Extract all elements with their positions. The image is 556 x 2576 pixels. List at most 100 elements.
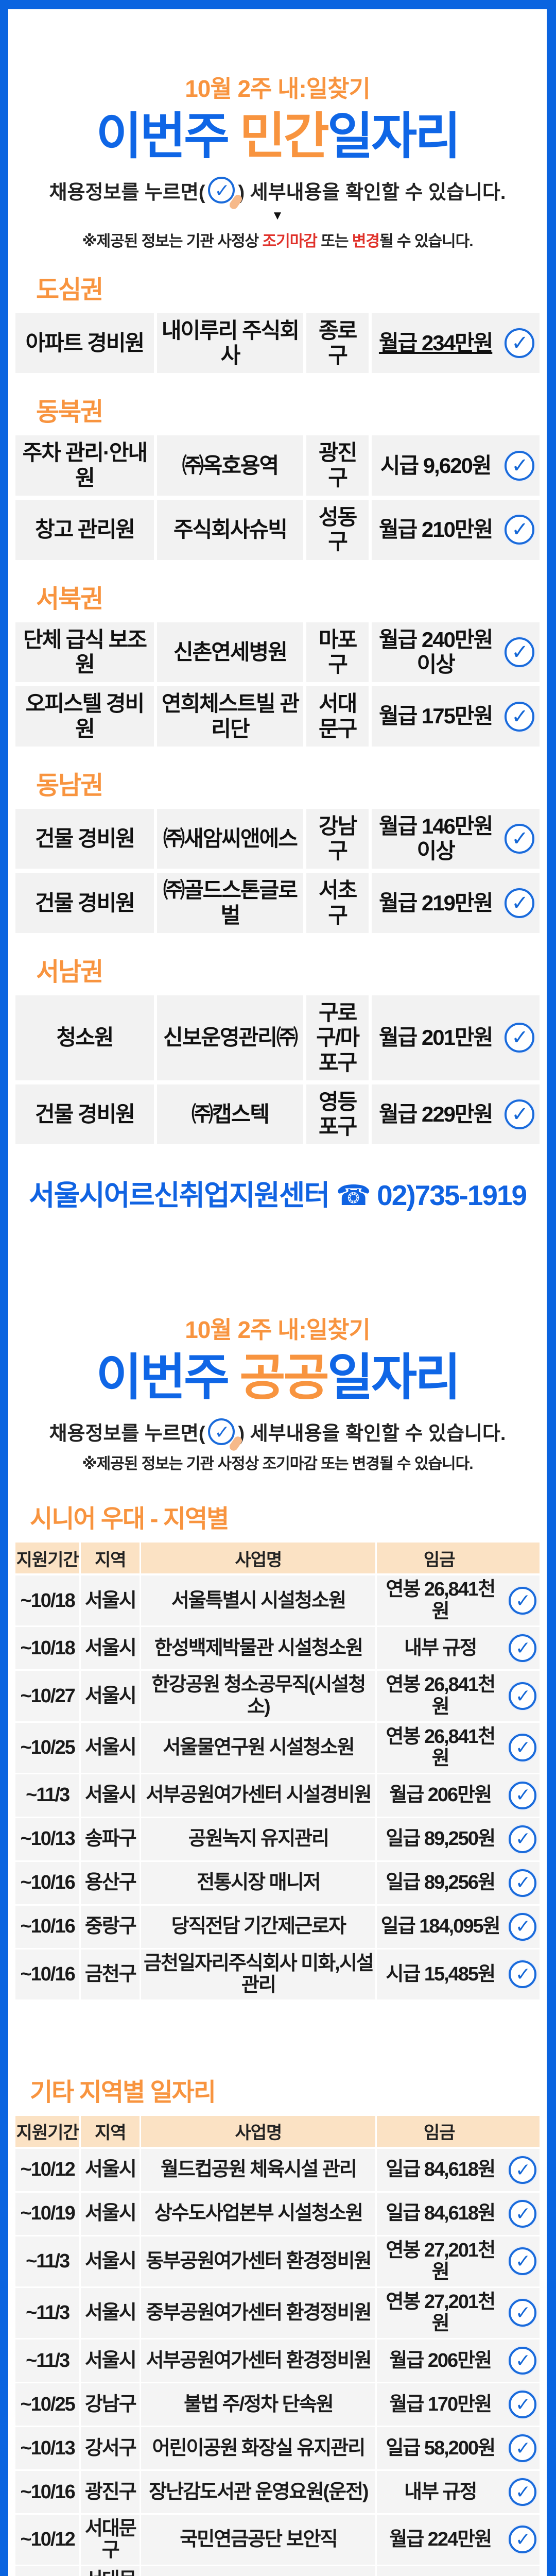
table-row: ~10/16 금천구 금천일자리주식회사 미화,시설관리 시급 15,485원 … [15, 1949, 540, 1999]
check-icon[interactable]: ✓ [504, 328, 534, 359]
company-cell: 내이루리 주식회사 [157, 313, 306, 374]
pay-cell[interactable]: 월급 210만원 ✓ [372, 500, 540, 560]
check-icon[interactable]: ✓ [508, 1869, 536, 1897]
program-cell: 한강공원 청소공무직(시설청소) [141, 1671, 377, 1721]
region-cell: 광진구 [81, 2470, 142, 2513]
pay-cell[interactable]: 월급 206만원 ✓ [377, 2340, 540, 2382]
pay-cell[interactable]: 일급 89,250원 ✓ [377, 1818, 540, 1860]
pay-text: 월급 240만원 이상 [378, 627, 493, 676]
period-cell: ~11/3 [15, 1774, 81, 1817]
period-cell: ~11/3 [15, 2339, 81, 2382]
check-icon[interactable]: ✓ [508, 1781, 536, 1809]
company-cell: ㈜캡스텍 [157, 1084, 306, 1145]
pay-cell[interactable]: 시급 11,157원 ✓ [377, 2566, 540, 2576]
program-cell: 서부공원여가센터 환경정비원 [141, 2339, 377, 2382]
pay-cell[interactable]: 일급 58,200원 ✓ [377, 2427, 540, 2469]
check-icon[interactable]: ✓ [508, 1825, 536, 1853]
pay-cell[interactable]: 내부 규정 ✓ [377, 1627, 540, 1669]
region-label: 서남권 [36, 958, 103, 986]
pay-cell[interactable]: 월급 224만원 ✓ [377, 2515, 540, 2565]
pay-cell[interactable]: 월급 175만원 ✓ [372, 686, 540, 747]
pay-cell[interactable]: 월급 229만원 ✓ [372, 1084, 540, 1145]
region-label: 서북권 [36, 585, 103, 613]
pay-cell[interactable]: 월급 219만원 ✓ [372, 873, 540, 933]
check-icon[interactable]: ✓ [508, 1912, 536, 1941]
check-icon[interactable]: ✓ [508, 1682, 536, 1710]
check-icon[interactable]: ✓ [508, 1634, 536, 1663]
check-icon[interactable]: ✓ [508, 2526, 536, 2554]
table2-rows: ~10/12 서울시 월드컵공원 체육시설 관리 일급 84,618원 ✓ ~1… [15, 2148, 540, 2576]
pay-text: 월급 175만원 [378, 704, 493, 728]
pay-cell[interactable]: 월급 234만원 ✓ [372, 313, 540, 374]
check-icon[interactable]: ✓ [508, 2299, 536, 2327]
check-icon[interactable]: ✓ [504, 450, 534, 481]
period-cell: ~10/18 [15, 1575, 81, 1626]
period-cell: ~10/18 [15, 1627, 81, 1670]
table-row: ~10/12 서울시 월드컵공원 체육시설 관리 일급 84,618원 ✓ [15, 2148, 540, 2191]
pay-cell[interactable]: 내부 규정 ✓ [377, 2471, 540, 2513]
region-rows: 건물 경비원 ㈜새암씨앤에스 강남구 월급 146만원 이상 ✓ 건물 경비원 … [15, 808, 540, 933]
pay-cell[interactable]: 월급 206만원 ✓ [377, 1774, 540, 1817]
region-section: 서북권 단체 급식 보조원 신촌연세병원 마포구 월급 240만원 이상 ✓ 오… [15, 579, 540, 747]
check-icon[interactable]: ✓ [504, 888, 534, 918]
pay-cell[interactable]: 연봉 27,201천원 ✓ [377, 2288, 540, 2338]
pay-cell[interactable]: 월급 146만원 이상 ✓ [372, 809, 540, 869]
program-cell: 상수도사업본부 시설청소원 [141, 2192, 377, 2235]
pay-text: 월급 206만원 [389, 2349, 492, 2371]
company-cell: 연희체스트빌 관리단 [157, 686, 306, 747]
check-icon[interactable]: ✓ [504, 824, 534, 854]
pay-cell[interactable]: 월급 240만원 이상 ✓ [372, 622, 540, 683]
check-icon[interactable]: ✓ [508, 2247, 536, 2276]
job-row: 오피스텔 경비원 연희체스트빌 관리단 서대문구 월급 175만원 ✓ [15, 686, 540, 747]
region-rows: 청소원 신보운영관리㈜ 구로구/마포구 월급 201만원 ✓ 건물 경비원 ㈜캡… [15, 995, 540, 1145]
region-cell: 서울시 [81, 1671, 142, 1721]
check-icon[interactable]: ✓ [504, 701, 534, 732]
job-row: 창고 관리원 주식회사슈빅 성동구 월급 210만원 ✓ [15, 500, 540, 560]
check-icon[interactable]: ✓ [504, 637, 534, 667]
check-icon[interactable]: ✓ [508, 2434, 536, 2462]
pay-text: 월급 224만원 [389, 2529, 492, 2551]
pay-text: 연봉 26,841천원 [386, 1579, 496, 1622]
region-section: 도심권 아파트 경비원 내이루리 주식회사 종로구 월급 234만원 ✓ [15, 269, 540, 374]
region-cell: 서울시 [81, 2148, 142, 2191]
check-icon[interactable]: ✓ [508, 2478, 536, 2506]
job-row: 아파트 경비원 내이루리 주식회사 종로구 월급 234만원 ✓ [15, 313, 540, 374]
region-cell: 서울시 [81, 1575, 142, 1626]
job-title-cell: 단체 급식 보조원 [15, 622, 157, 683]
pay-cell[interactable]: 일급 184,095원 ✓ [377, 1906, 540, 1948]
table-row: ~10/16 중랑구 당직전담 기간제근로자 일급 184,095원 ✓ [15, 1905, 540, 1948]
subtitle-post: ) 세부내용을 확인할 수 있습니다. [238, 181, 506, 204]
check-icon[interactable]: ✓ [504, 1023, 534, 1053]
pay-cell[interactable]: 월급 201만원 ✓ [372, 995, 540, 1080]
pay-text: 시급 9,620원 [380, 453, 492, 478]
pay-cell[interactable]: 일급 84,618원 ✓ [377, 2149, 540, 2191]
check-icon[interactable]: ✓ [508, 2346, 536, 2375]
pay-text: 일급 89,250원 [386, 1828, 496, 1850]
region-cell: 서울시 [81, 2236, 142, 2286]
region-cell: 서대문구 [81, 2514, 142, 2565]
pay-cell[interactable]: 일급 84,618원 ✓ [377, 2193, 540, 2235]
pay-cell[interactable]: 시급 9,620원 ✓ [372, 435, 540, 496]
period-cell: ~10/12 [15, 2148, 81, 2191]
pay-cell[interactable]: 연봉 26,841천원 ✓ [377, 1671, 540, 1721]
check-icon[interactable]: ✓ [508, 1960, 536, 1989]
table-row: ~10/13 서대문구 민원안내데스크 운영 인력 시급 11,157원 ✓ [15, 2566, 540, 2576]
check-icon[interactable]: ✓ [504, 515, 534, 545]
company-cell: 주식회사슈빅 [157, 500, 306, 560]
pay-cell[interactable]: 일급 89,256원 ✓ [377, 1862, 540, 1904]
pay-cell[interactable]: 연봉 27,201천원 ✓ [377, 2236, 540, 2286]
pay-cell[interactable]: 연봉 26,841천원 ✓ [377, 1575, 540, 1625]
check-icon[interactable]: ✓ [508, 2156, 536, 2184]
program-cell: 국민연금공단 보안직 [141, 2514, 377, 2565]
pay-cell[interactable]: 시급 15,485원 ✓ [377, 1950, 540, 1999]
check-icon[interactable]: ✓ [504, 1099, 534, 1130]
pay-cell[interactable]: 연봉 26,841천원 ✓ [377, 1723, 540, 1773]
check-icon[interactable]: ✓ [508, 1734, 536, 1762]
check-icon[interactable]: ✓ [508, 1586, 536, 1615]
check-icon[interactable]: ✓ [508, 2199, 536, 2228]
pay-cell[interactable]: 월급 170만원 ✓ [377, 2383, 540, 2426]
job-title-cell: 아파트 경비원 [15, 313, 157, 374]
period-cell: ~10/13 [15, 2566, 81, 2576]
check-icon[interactable]: ✓ [508, 2390, 536, 2418]
